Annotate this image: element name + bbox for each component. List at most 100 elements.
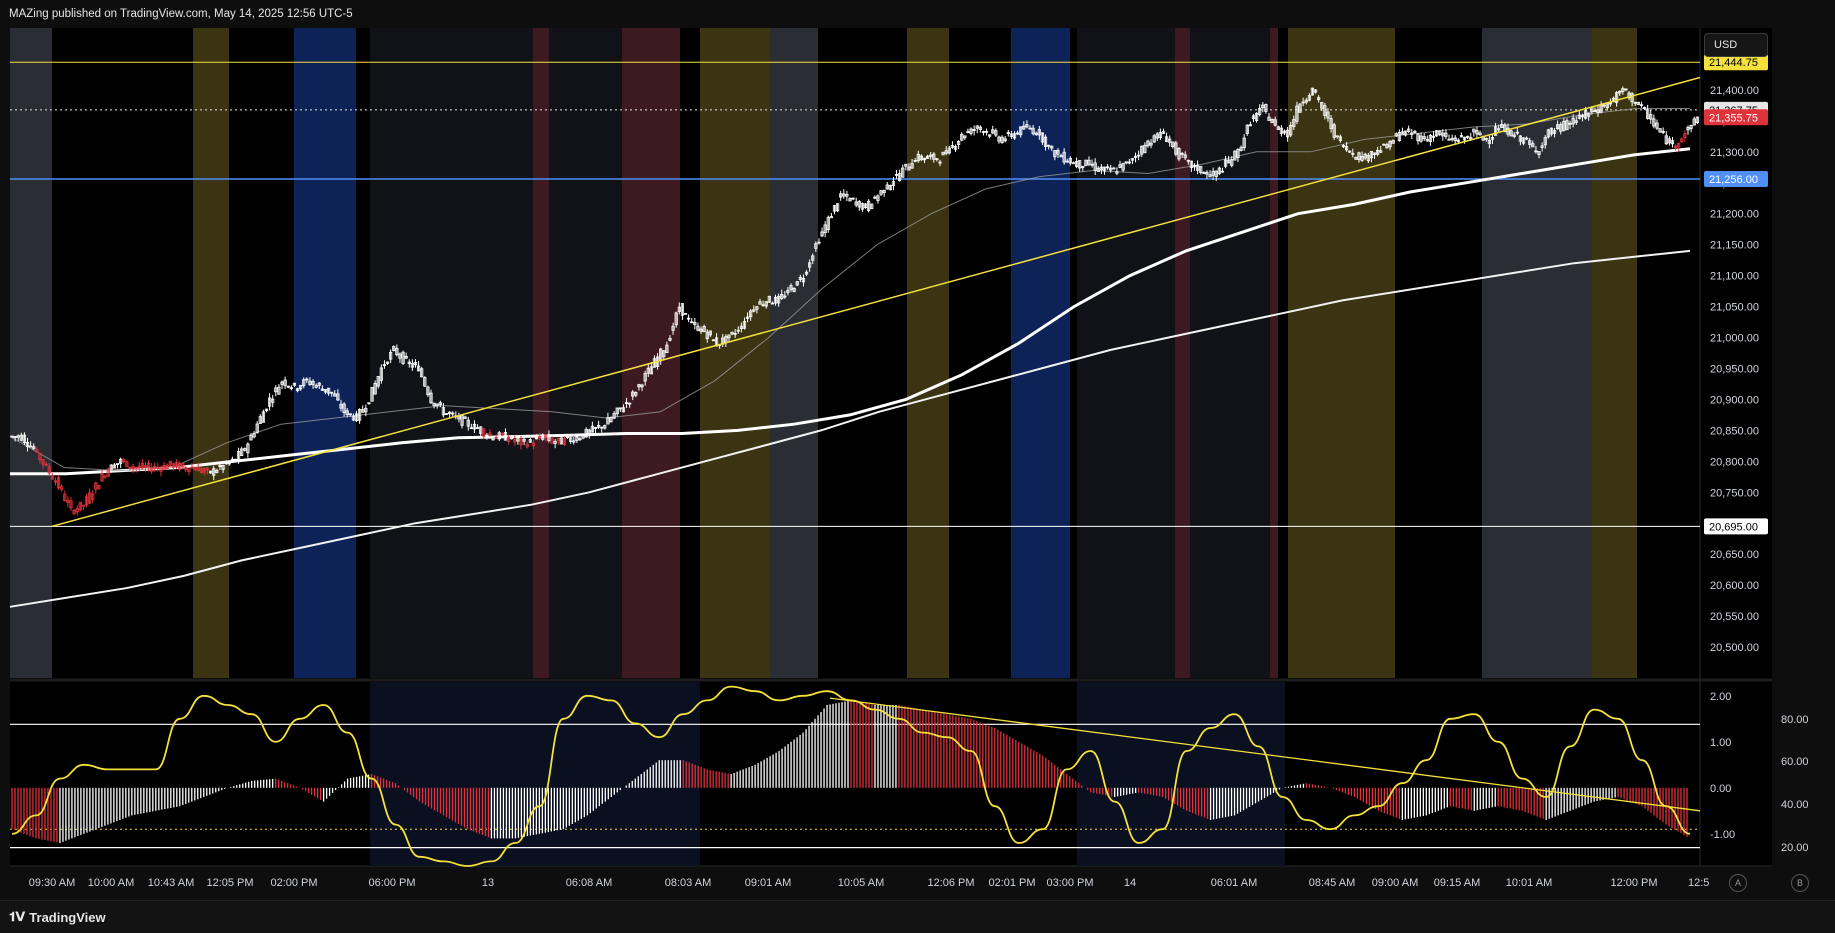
candle-body: [1642, 107, 1647, 109]
candle-body: [1689, 125, 1693, 130]
candle-body: [742, 321, 747, 329]
candle-body: [1633, 101, 1637, 104]
candle-body: [1369, 151, 1374, 159]
candle-body: [385, 361, 390, 364]
candle-body: [1168, 138, 1172, 143]
candle-body: [1332, 124, 1336, 138]
auto-scale-button[interactable]: A: [1729, 874, 1747, 892]
candle-body: [519, 438, 523, 446]
candle-body: [268, 397, 272, 407]
candle-body: [1683, 133, 1687, 138]
candle-body: [1435, 130, 1439, 137]
candle-body: [621, 407, 626, 413]
candle-body: [581, 435, 585, 439]
candle-body: [1149, 142, 1153, 146]
candle-body: [1338, 136, 1342, 141]
candle-body: [389, 351, 393, 360]
candle-body: [311, 381, 315, 385]
candle-body: [814, 243, 818, 249]
horizontal-levels: [10, 61, 1700, 527]
candle-body: [367, 402, 371, 405]
price-axis-tick: 20,500.00: [1710, 642, 1759, 654]
candle-body: [907, 166, 911, 171]
candle-body: [1118, 164, 1122, 168]
candle-body: [438, 402, 442, 406]
candle-body: [1670, 140, 1675, 145]
candle-body: [1444, 132, 1448, 137]
candle-body: [1050, 145, 1054, 149]
candle-body: [1621, 88, 1625, 92]
candle-body: [10, 435, 14, 438]
candle-body: [1456, 139, 1460, 143]
candle-body: [938, 161, 942, 164]
candle-body: [1115, 171, 1119, 174]
candle-body: [960, 133, 964, 141]
candle-body: [1196, 164, 1200, 171]
price-axis-tick: 21,100.00: [1710, 271, 1759, 283]
candle-body: [755, 306, 759, 310]
candle-body: [922, 157, 927, 161]
session-band: [1190, 28, 1270, 678]
candle-body: [1382, 143, 1386, 146]
candle-body: [1000, 136, 1004, 144]
candle-body: [1074, 161, 1079, 167]
candle-body: [848, 198, 852, 202]
candle-body: [84, 496, 89, 506]
candle-body: [854, 201, 858, 206]
candle-body: [1450, 137, 1454, 140]
candle-body: [429, 392, 433, 404]
candle-body: [330, 391, 334, 394]
session-band: [549, 28, 622, 678]
price-axis-tick: 21,050.00: [1710, 302, 1759, 314]
time-axis-tick: 14: [1124, 877, 1136, 889]
candle-body: [786, 289, 790, 293]
candle-body: [910, 163, 914, 169]
candle-body: [953, 145, 958, 150]
currency-selector[interactable]: USD: [1704, 33, 1768, 57]
candle-body: [308, 380, 312, 385]
time-axis-tick: 10:01 AM: [1506, 877, 1552, 889]
candle-body: [863, 203, 868, 208]
time-axis-tick: 02:01 PM: [988, 877, 1035, 889]
candle-body: [1363, 153, 1367, 159]
candle-body: [783, 295, 787, 298]
candle-body: [53, 480, 58, 483]
session-band: [700, 28, 770, 678]
time-axis-tick: 10:05 AM: [838, 877, 884, 889]
candle-body: [789, 285, 793, 290]
candle-body: [1484, 138, 1488, 140]
candle-body: [416, 365, 421, 372]
candle-body: [196, 466, 200, 472]
candle-body: [510, 435, 514, 440]
candle-body: [1056, 149, 1060, 155]
brand[interactable]: 𝟏𝗩 TradingView: [9, 909, 106, 925]
candle-body: [811, 255, 815, 261]
candle-body: [795, 281, 799, 286]
candle-body: [1034, 132, 1038, 136]
candle-body: [1137, 154, 1141, 157]
candle-body: [832, 205, 837, 212]
candle-body: [1310, 87, 1315, 96]
candle-body: [351, 415, 356, 421]
candle-body: [233, 458, 238, 461]
candle-body: [44, 463, 48, 466]
candle-body: [1223, 159, 1228, 167]
candle-body: [1667, 138, 1671, 144]
candle-body: [603, 425, 607, 429]
candle-body: [547, 434, 551, 441]
candle-body: [640, 384, 644, 388]
session-band: [1482, 28, 1592, 678]
candle-body: [1624, 88, 1628, 91]
candle-body: [1512, 134, 1516, 137]
candle-body: [612, 413, 616, 419]
chart-canvas[interactable]: 21,400.0021,350.0021,300.0021,250.0021,2…: [0, 0, 1835, 900]
session-band: [370, 28, 533, 678]
candle-body: [1559, 124, 1563, 132]
candle-body: [314, 385, 318, 388]
candle-body: [193, 467, 197, 471]
candle-body: [628, 402, 632, 405]
b-button[interactable]: B: [1791, 874, 1809, 892]
candle-body: [1376, 149, 1380, 155]
candle-body: [280, 381, 284, 385]
candle-body: [1301, 101, 1305, 104]
